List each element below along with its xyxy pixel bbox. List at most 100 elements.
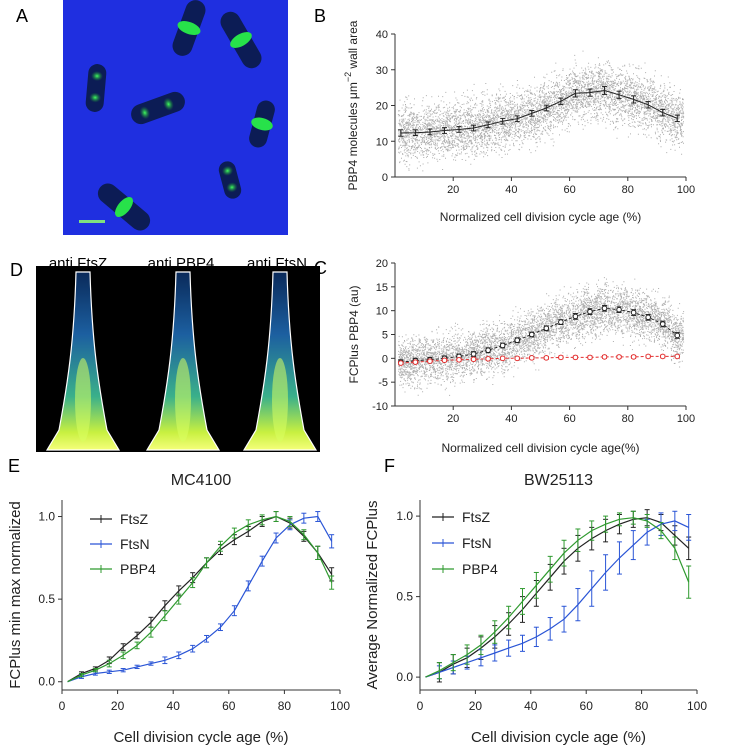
y-tick-label: 10 <box>376 136 388 148</box>
data-point <box>572 313 579 320</box>
bacterial-cell <box>220 11 262 69</box>
data-point <box>674 332 681 339</box>
series-pbp4 <box>67 511 335 683</box>
scatter-cloud <box>397 50 685 172</box>
series-ftsn <box>67 511 335 683</box>
data-point <box>499 355 506 362</box>
data-point <box>645 353 651 360</box>
y-tick-label: 0 <box>382 172 388 184</box>
legend-label: FtsN <box>462 535 492 551</box>
data-point <box>616 306 622 313</box>
y-axis-label: FCPlus PBP4 (au) <box>347 285 361 383</box>
bacterial-cell <box>172 0 206 56</box>
y-tick-label: -10 <box>372 401 388 413</box>
data-point <box>558 319 564 325</box>
legend: FtsZ FtsN PBP4 <box>90 511 156 577</box>
panel-letter-d: D <box>10 260 23 280</box>
scatter-cloud <box>398 277 685 396</box>
kymo-label-ftsz: anti FtsZ <box>49 255 107 272</box>
bacterial-cell <box>131 91 185 125</box>
y-tick-label: 1.0 <box>396 509 413 523</box>
x-tick-label: 20 <box>447 413 459 425</box>
kymo-label-pbp4: anti PBP4 <box>148 255 215 272</box>
legend-label: PBP4 <box>462 561 498 577</box>
x-tick-label: 20 <box>469 699 483 713</box>
x-tick-label: 60 <box>580 699 594 713</box>
series-line <box>67 515 333 683</box>
legend-label: PBP4 <box>120 561 156 577</box>
x-axis-label: Normalized cell division cycle age(%) <box>441 441 639 455</box>
kymograph-stripe <box>242 271 318 451</box>
y-axis-label: PBP4 molecules μm−2 wall area <box>343 20 360 190</box>
legend-item: FtsN <box>90 536 150 552</box>
legend-item: PBP4 <box>432 561 498 577</box>
bacterial-cell <box>97 183 151 231</box>
data-point <box>630 354 637 360</box>
y-axis-label: FCPlus min max normalized <box>7 501 24 689</box>
y-tick-label: 1.0 <box>38 510 55 524</box>
series-control <box>398 353 681 366</box>
x-tick-label: 20 <box>447 184 459 196</box>
data-point <box>485 356 491 362</box>
y-tick-label: 40 <box>376 29 388 41</box>
chart-f: 0 20 40 60 80 100 0.0 0.5 1.0 Cell division cycle… <box>364 472 707 746</box>
legend-item: FtsZ <box>432 509 490 525</box>
y-tick-label: 30 <box>376 65 388 77</box>
x-tick-label: 80 <box>278 699 292 713</box>
x-tick-label: 40 <box>524 699 538 713</box>
x-tick-label: 100 <box>687 699 707 713</box>
series-line <box>400 89 678 134</box>
x-tick-label: 80 <box>622 413 634 425</box>
y-tick-label: 10 <box>376 306 388 318</box>
x-tick-label: 0 <box>59 699 66 713</box>
data-point <box>543 355 550 361</box>
data-point <box>601 354 608 360</box>
bacterial-cell <box>218 161 242 199</box>
data-point <box>630 309 637 316</box>
kymograph-stripe <box>45 271 121 451</box>
x-tick-label: 20 <box>111 699 125 713</box>
y-tick-label: 0.0 <box>396 670 413 684</box>
x-tick-label: 100 <box>677 184 695 196</box>
data-point <box>659 353 666 360</box>
y-tick-label: 0.5 <box>38 592 55 606</box>
data-point <box>514 337 521 344</box>
y-tick-label: 5 <box>382 330 388 342</box>
data-point <box>616 354 622 360</box>
panel-letter-e: E <box>8 456 20 476</box>
data-point <box>470 356 477 363</box>
data-point <box>528 331 535 338</box>
kymograph-panel-d: anti FtsZ anti PBP4 anti FtsN <box>36 255 320 452</box>
x-tick-label: 80 <box>622 184 634 196</box>
scale-bar <box>79 220 105 223</box>
y-tick-label: -5 <box>378 377 388 389</box>
series-line <box>425 520 689 678</box>
kymograph-stripe <box>145 271 221 451</box>
data-point <box>427 358 433 364</box>
chart-b: 20 40 60 80 100 0 10 20 30 40 Normalized cell divi… <box>343 20 695 224</box>
legend: FtsZ FtsN PBP4 <box>432 509 498 577</box>
data-point <box>456 356 462 363</box>
data-point <box>674 353 681 360</box>
kymo-label-ftsn: anti FtsN <box>247 255 307 272</box>
bacterial-cell <box>249 100 275 148</box>
legend-item: PBP4 <box>90 561 156 577</box>
data-point <box>514 355 521 362</box>
data-point <box>601 305 608 312</box>
data-point <box>543 325 550 332</box>
data-point <box>558 354 564 361</box>
chart-c: 20 40 60 80 100 -10 -5 0 5 10 15 20 Normalized cell … <box>347 258 695 455</box>
data-point <box>499 342 506 349</box>
data-point <box>528 355 535 361</box>
x-tick-label: 40 <box>167 699 181 713</box>
series-pbp4 <box>425 510 692 680</box>
x-tick-label: 60 <box>222 699 236 713</box>
chart-title: MC4100 <box>171 472 232 489</box>
x-axis-label: Cell division cycle age (%) <box>113 729 288 746</box>
data-point <box>659 321 666 327</box>
x-tick-label: 40 <box>505 184 517 196</box>
y-tick-label: 15 <box>376 282 388 294</box>
panel-letter-f: F <box>384 456 395 476</box>
data-point <box>645 314 651 321</box>
legend-item: FtsZ <box>90 511 148 527</box>
